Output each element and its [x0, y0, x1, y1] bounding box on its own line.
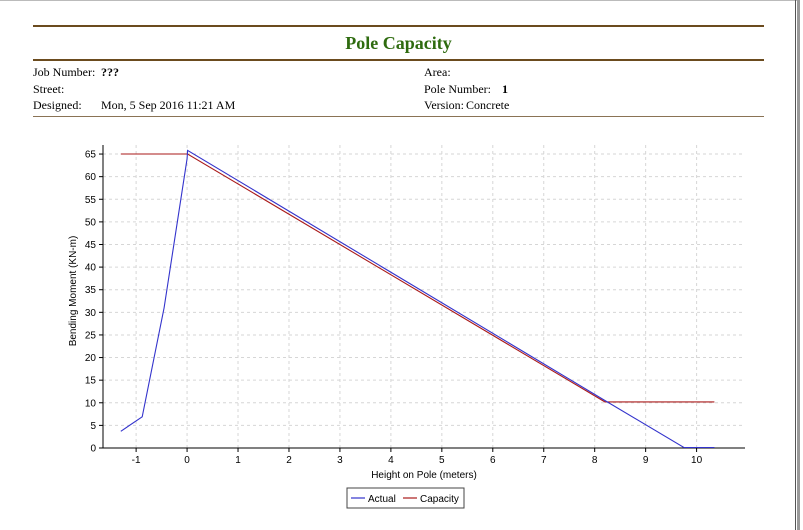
y-tick-label: 50 [85, 217, 97, 228]
x-tick-label: 4 [388, 455, 394, 466]
x-axis-label: Height on Pole (meters) [371, 470, 477, 481]
designed-label: Designed: [33, 98, 82, 112]
details-rule [33, 116, 764, 117]
x-tick-label: 6 [490, 455, 496, 466]
x-tick-label: 9 [643, 455, 649, 466]
series-line-capacity [120, 153, 715, 403]
y-tick-label: 25 [85, 330, 97, 341]
page-title: Pole Capacity [345, 33, 452, 53]
series-layer [120, 149, 715, 449]
job-number-label: Job Number: [33, 65, 96, 79]
x-tick-label: 10 [691, 455, 703, 466]
y-tick-label: 45 [85, 240, 97, 251]
grid-layer [103, 145, 745, 448]
x-tick-label: 0 [184, 455, 190, 466]
y-tick-label: 40 [85, 263, 97, 274]
legend-label-capacity: Capacity [420, 494, 459, 505]
version-value: Concrete [466, 98, 510, 112]
y-tick-label: 0 [90, 444, 96, 455]
y-tick-label: 10 [85, 398, 97, 409]
x-tick-label: 3 [337, 455, 343, 466]
y-axis-label: Bending Moment (KN-m) [68, 236, 79, 347]
y-tick-label: 55 [85, 195, 97, 206]
y-tick-label: 5 [90, 421, 96, 432]
x-tick-label: 1 [235, 455, 241, 466]
legend-label-actual: Actual [368, 494, 396, 505]
y-tick-label: 15 [85, 376, 97, 387]
x-tick-label: -1 [132, 455, 141, 466]
pole-number-value: 1 [502, 82, 508, 96]
designed-value: Mon, 5 Sep 2016 11:21 AM [101, 98, 236, 112]
series-line-actual [120, 149, 715, 449]
header-bottom-rule [33, 59, 764, 61]
y-tick-label: 30 [85, 308, 97, 319]
chart-legend: Actual Capacity [346, 487, 465, 509]
header-top-rule [33, 25, 764, 27]
y-tick-label: 60 [85, 172, 97, 183]
job-number-value: ??? [101, 65, 119, 79]
y-tick-label: 35 [85, 285, 97, 296]
x-tick-label: 2 [286, 455, 292, 466]
area-label: Area: [424, 65, 451, 79]
x-tick-label: 8 [592, 455, 598, 466]
x-tick-label: 7 [541, 455, 547, 466]
page-shadow [797, 0, 800, 530]
y-tick-label: 65 [85, 150, 97, 161]
street-label: Street: [33, 82, 65, 96]
window-top-border [0, 0, 800, 1]
x-tick-label: 5 [439, 455, 445, 466]
y-tick-label: 20 [85, 353, 97, 364]
version-label: Version: [424, 98, 464, 112]
pole-number-label: Pole Number: [424, 82, 491, 96]
page-right-border [795, 0, 796, 530]
